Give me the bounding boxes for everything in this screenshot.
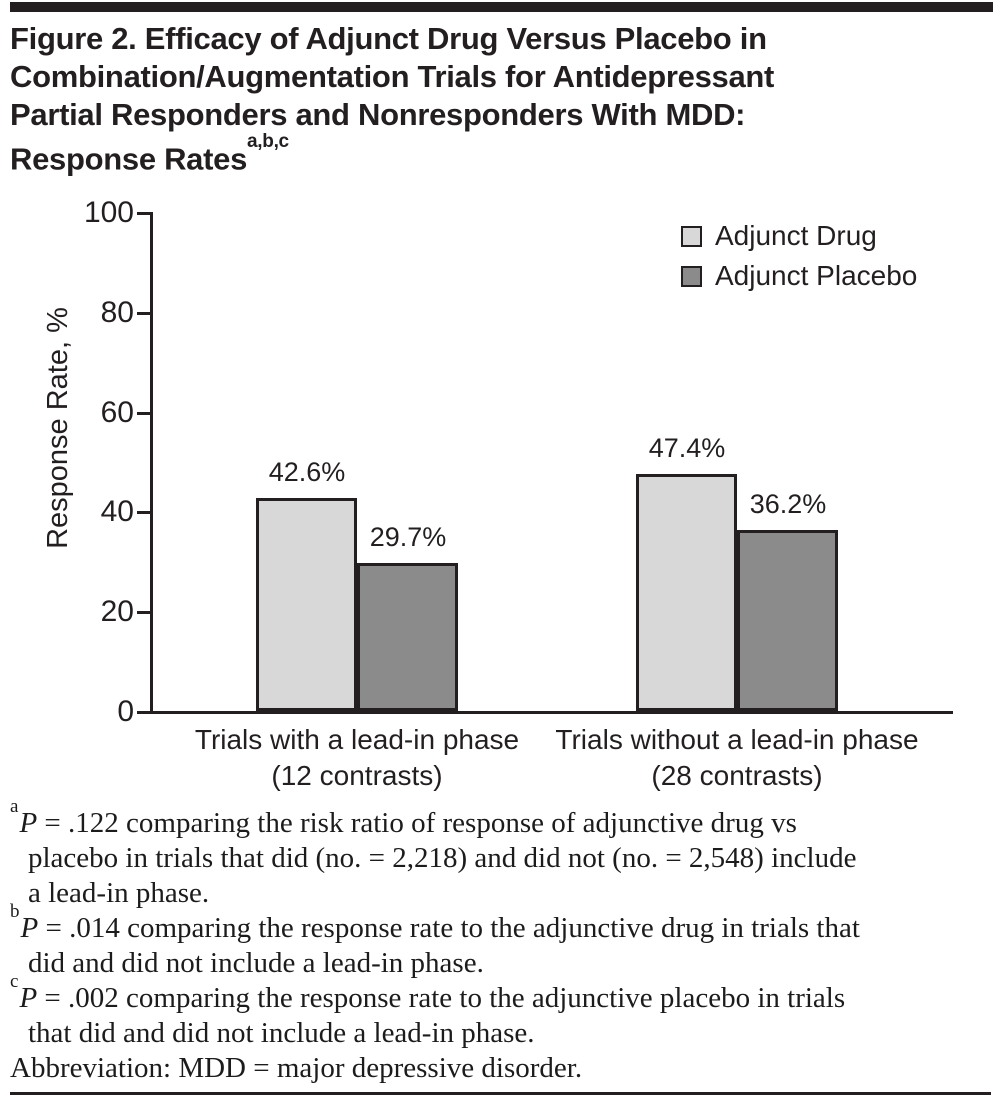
title-line-4-text: Response Rates bbox=[10, 141, 248, 177]
y-tick-mark bbox=[137, 611, 150, 614]
footnote-line: that did and did not include a lead-in p… bbox=[28, 1017, 535, 1049]
footnote-line: a lead-in phase. bbox=[28, 877, 210, 909]
footnote-line: aP = .122 comparing the risk ratio of re… bbox=[10, 797, 998, 841]
legend-label: Adjunct Placebo bbox=[715, 260, 918, 291]
title-line-2: Combination/Augmentation Trials for Anti… bbox=[10, 59, 775, 94]
footnote-line: bP = .014 comparing the response rate to… bbox=[10, 902, 998, 946]
x-axis-line bbox=[150, 711, 953, 714]
footnote-marker: b bbox=[10, 901, 20, 923]
footnote-c: cP = .002 comparing the response rate to… bbox=[10, 972, 998, 1051]
category-label-line2: (28 contrasts) bbox=[651, 760, 823, 791]
figure-title: Figure 2. Efficacy of Adjunct Drug Versu… bbox=[10, 20, 970, 178]
bar-placebo bbox=[357, 563, 458, 711]
footnote-text: = .002 comparing the response rate to th… bbox=[37, 982, 846, 1014]
y-tick-label: 60 bbox=[100, 396, 134, 429]
footnote-a: aP = .122 comparing the risk ratio of re… bbox=[10, 797, 998, 911]
footnote-b: bP = .014 comparing the response rate to… bbox=[10, 902, 998, 981]
p-value-symbol: P bbox=[19, 807, 38, 839]
title-line-1: Figure 2. Efficacy of Adjunct Drug Versu… bbox=[10, 21, 767, 56]
category-label-line1: Trials with a lead-in phase bbox=[194, 724, 520, 755]
legend-item-placebo: Adjunct Placebo bbox=[681, 260, 917, 292]
p-value-symbol: P bbox=[19, 982, 38, 1014]
category-label-line2: (12 contrasts) bbox=[271, 760, 443, 791]
footnote-marker: c bbox=[10, 971, 19, 993]
footnote-line: placebo in trials that did (no. = 2,218)… bbox=[28, 842, 857, 874]
footnotes-block: aP = .122 comparing the risk ratio of re… bbox=[10, 797, 998, 1086]
bar-drug bbox=[256, 498, 357, 711]
bar-value-label: 36.2% bbox=[749, 489, 827, 519]
y-tick-mark bbox=[137, 312, 150, 315]
y-tick-mark bbox=[137, 511, 150, 514]
y-tick-mark bbox=[137, 412, 150, 415]
abbreviation-line: Abbreviation: MDD = major depressive dis… bbox=[10, 1052, 583, 1084]
bar-placebo bbox=[737, 530, 838, 711]
y-tick-label: 20 bbox=[100, 595, 134, 628]
legend-item-drug: Adjunct Drug bbox=[681, 220, 877, 252]
footnote-line: cP = .002 comparing the response rate to… bbox=[10, 972, 998, 1016]
bar-drug bbox=[636, 474, 737, 711]
y-axis-line bbox=[150, 212, 153, 714]
footnote-text: = .014 comparing the response rate to th… bbox=[38, 912, 860, 944]
footnote-list: aP = .122 comparing the risk ratio of re… bbox=[10, 797, 998, 1051]
bar-value-label: 42.6% bbox=[268, 457, 346, 487]
y-tick-label: 100 bbox=[83, 196, 134, 229]
y-tick-mark bbox=[137, 212, 150, 215]
legend-swatch bbox=[681, 265, 702, 287]
bar-value-label: 29.7% bbox=[369, 522, 447, 552]
legend-swatch bbox=[681, 225, 702, 247]
y-tick-label: 0 bbox=[117, 695, 134, 728]
title-line-3: Partial Responders and Nonresponders Wit… bbox=[10, 97, 746, 132]
title-footnote-markers: a,b,c bbox=[247, 131, 289, 152]
footnote-line: did and did not include a lead-in phase. bbox=[28, 947, 484, 979]
top-rule bbox=[10, 2, 993, 12]
y-tick-mark bbox=[137, 711, 150, 714]
footnote-marker: a bbox=[10, 796, 19, 818]
title-line-4: Response Ratesa,b,c bbox=[10, 131, 970, 178]
y-tick-label: 40 bbox=[100, 495, 134, 528]
bar-value-label: 47.4% bbox=[648, 433, 726, 463]
legend-label: Adjunct Drug bbox=[715, 220, 877, 251]
p-value-symbol: P bbox=[20, 912, 39, 944]
category-label-line1: Trials without a lead-in phase bbox=[555, 724, 919, 755]
y-tick-label: 80 bbox=[100, 296, 134, 329]
bottom-rule bbox=[10, 1092, 991, 1095]
footnote-text: = .122 comparing the risk ratio of respo… bbox=[37, 807, 797, 839]
